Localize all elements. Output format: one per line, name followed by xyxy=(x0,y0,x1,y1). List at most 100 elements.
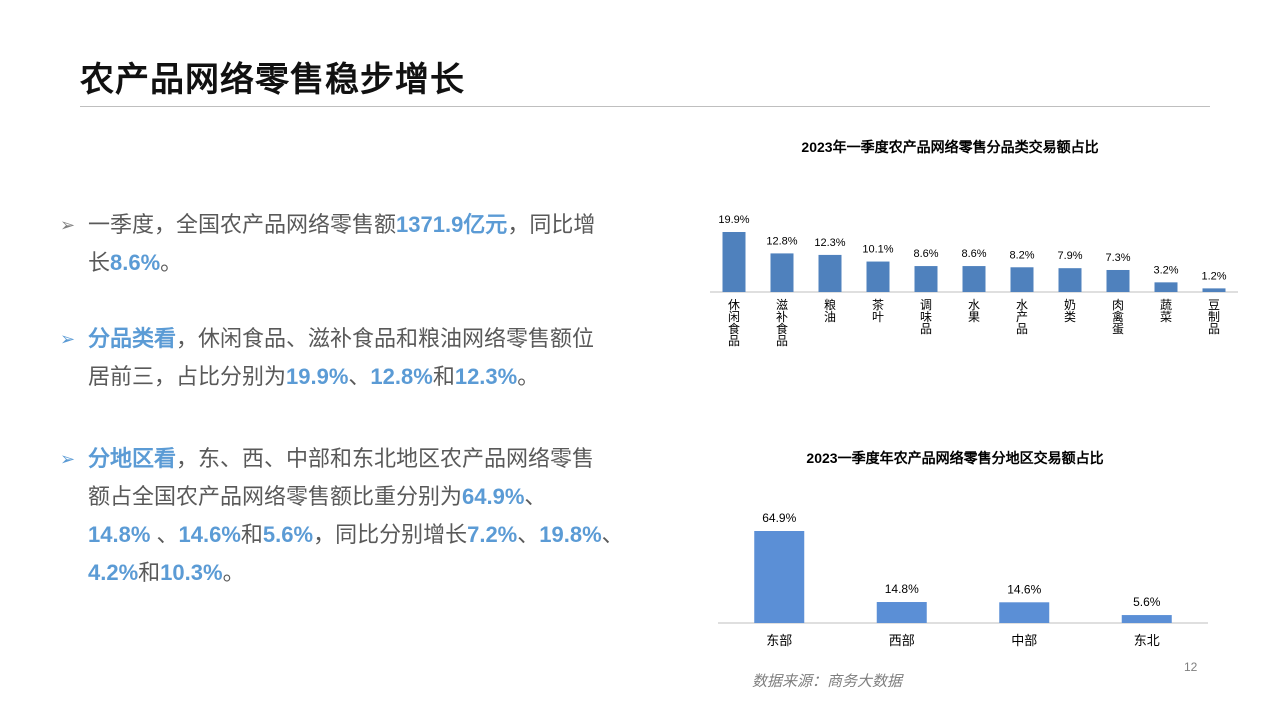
bullet-line: 长8.6%。 xyxy=(88,244,660,282)
category-label: 水果 xyxy=(968,298,980,324)
bullet-line: 分品类看，休闲食品、滋补食品和粮油网络零售额位 xyxy=(88,320,660,358)
data-label: 8.6% xyxy=(961,248,986,260)
body-text: 、 xyxy=(348,364,371,389)
body-text: 。 xyxy=(160,250,183,275)
highlight-text: 10.3% xyxy=(160,560,223,585)
category-label: 中部 xyxy=(1011,633,1037,648)
body-text: 和 xyxy=(240,522,263,547)
highlight-text: 14.6% xyxy=(178,522,241,547)
bullet-line: 分地区看，东、西、中部和东北地区农产品网络零售 xyxy=(88,440,660,478)
category-label: 豆制品 xyxy=(1208,298,1220,336)
category-label: 东部 xyxy=(766,633,792,648)
highlight-text: 1371.9亿元 xyxy=(396,212,508,237)
bullet-text: 一季度，全国农产品网络零售额1371.9亿元，同比增 长8.6%。 xyxy=(88,206,660,282)
category-label: 茶叶 xyxy=(872,297,884,324)
bar-6 xyxy=(962,266,986,292)
body-text: 和 xyxy=(432,364,455,389)
highlight-text: 19.9% xyxy=(286,364,349,389)
region-bar-chart: 64.9% 东部 14.8% 西部 14.6% 中部 5.6% 东北 xyxy=(718,511,1208,648)
body-text: 长 xyxy=(88,250,111,275)
bullet-line: 居前三，占比分别为19.9%、12.8%和12.3%。 xyxy=(88,358,660,396)
data-label: 19.9% xyxy=(718,214,749,226)
data-label: 14.6% xyxy=(1007,582,1041,596)
highlight-text: 分地区看 xyxy=(88,446,177,471)
bar-1 xyxy=(722,232,746,292)
data-label: 8.2% xyxy=(1009,249,1034,261)
category-label: 蔬菜 xyxy=(1160,298,1172,324)
category-label: 粮油 xyxy=(824,297,836,324)
category-label: 肉禽蛋 xyxy=(1112,298,1124,336)
body-text: 、 xyxy=(156,522,179,547)
highlight-text: 7.2% xyxy=(467,522,518,547)
body-text: 。 xyxy=(517,364,540,389)
data-label: 5.6% xyxy=(1133,595,1161,609)
bar-8 xyxy=(1058,268,1082,292)
category-label: 西部 xyxy=(889,633,915,648)
bullet-arrow-icon: ➢ xyxy=(60,215,76,235)
bar-4 xyxy=(866,261,890,292)
body-text: ，同比分别增长 xyxy=(313,522,468,547)
category-chart-title: 2023年一季度农产品网络零售分品类交易额占比 xyxy=(801,139,1099,155)
data-label: 7.3% xyxy=(1105,252,1130,264)
body-text: 额占全国农产品网络零售额比重分别为 xyxy=(88,484,463,509)
highlight-text: 8.6% xyxy=(110,250,161,275)
highlight-text: 19.8% xyxy=(539,522,602,547)
bullet-category: ➢ 分品类看，休闲食品、滋补食品和粮油网络零售额位 居前三，占比分别为19.9%、… xyxy=(60,320,660,396)
body-text: ，休闲食品、滋补食品和粮油网络零售额位 xyxy=(176,326,595,351)
data-label: 3.2% xyxy=(1153,264,1178,276)
highlight-text: 14.8% xyxy=(88,522,157,547)
data-label: 12.3% xyxy=(814,237,845,249)
category-label: 奶类 xyxy=(1064,298,1076,324)
data-label: 10.1% xyxy=(862,244,893,256)
bar-3 xyxy=(999,602,1050,623)
bar-2 xyxy=(876,602,927,623)
body-text: 。 xyxy=(222,560,245,585)
data-source-note: 数据来源：商务大数据 xyxy=(752,673,903,690)
highlight-text: 12.8% xyxy=(370,364,433,389)
bar-10 xyxy=(1154,282,1178,292)
category-label: 水产品 xyxy=(1016,298,1028,336)
body-text: 一季度，全国农产品网络零售额 xyxy=(88,212,397,237)
bar-3 xyxy=(818,254,842,292)
highlight-text: 64.9% xyxy=(462,484,525,509)
region-chart-title: 2023一季度年农产品网络零售分地区交易额占比 xyxy=(806,450,1104,466)
body-text: 、 xyxy=(524,484,547,509)
data-label: 64.9% xyxy=(762,511,796,525)
bar-7 xyxy=(1010,267,1034,292)
bar-1 xyxy=(754,531,805,623)
body-text: ，同比增 xyxy=(507,212,596,237)
body-text: 、 xyxy=(517,522,540,547)
bullet-line: 4.2%和10.3%。 xyxy=(88,554,660,592)
bar-5 xyxy=(914,266,938,292)
bullet-text: 分品类看，休闲食品、滋补食品和粮油网络零售额位 居前三，占比分别为19.9%、12… xyxy=(88,320,660,396)
body-text: 居前三，占比分别为 xyxy=(88,364,287,389)
bullet-region: ➢ 分地区看，东、西、中部和东北地区农产品网络零售额占全国农产品网络零售额比重分… xyxy=(60,440,660,592)
data-label: 7.9% xyxy=(1057,250,1082,262)
category-label: 休闲食品 xyxy=(728,298,740,348)
category-label: 滋补食品 xyxy=(776,298,788,348)
highlight-text: 4.2% xyxy=(88,560,139,585)
bar-4 xyxy=(1121,615,1172,623)
title-divider xyxy=(80,106,1210,107)
category-label: 东北 xyxy=(1134,633,1160,648)
bar-11 xyxy=(1202,288,1226,292)
bar-9 xyxy=(1106,269,1130,292)
highlight-text: 分品类看 xyxy=(88,326,177,351)
body-text: 、 xyxy=(601,522,624,547)
highlight-text: 5.6% xyxy=(262,522,314,547)
page-number: 12 xyxy=(1184,660,1198,674)
bullet-text: 分地区看，东、西、中部和东北地区农产品网络零售额占全国农产品网络零售额比重分别为… xyxy=(88,440,660,592)
page-title: 农产品网络零售稳步增长 xyxy=(80,61,465,99)
data-label: 8.6% xyxy=(913,248,938,260)
bullet-arrow-icon: ➢ xyxy=(60,329,76,349)
category-label: 调味品 xyxy=(920,298,932,336)
body-text: 和 xyxy=(138,560,161,585)
bullet-line: 14.8% 、14.6%和5.6%，同比分别增长7.2%、19.8%、 xyxy=(88,516,660,554)
bullet-line: 一季度，全国农产品网络零售额1371.9亿元，同比增 xyxy=(88,206,660,244)
bar-2 xyxy=(770,253,794,292)
data-label: 12.8% xyxy=(766,235,797,247)
bullet-arrow-icon: ➢ xyxy=(60,449,76,469)
body-text: ，东、西、中部和东北地区农产品网络零售 xyxy=(176,446,595,471)
data-label: 14.8% xyxy=(885,582,919,596)
category-bar-chart: 19.9% 休闲食品 12.8% 滋补食品 12.3% 粮油 10.1% 茶叶 8.6% 调味品 8… xyxy=(710,214,1238,348)
